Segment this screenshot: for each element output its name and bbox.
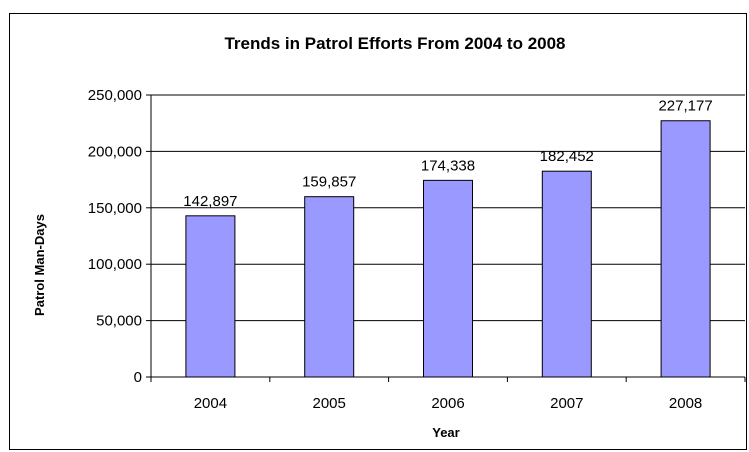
y-ticks: 0 50,000 100,000 150,000 200,000 250,000	[88, 87, 151, 386]
axes	[150, 95, 745, 378]
y-tick-label: 0	[134, 369, 142, 386]
bar-2007	[541, 170, 592, 378]
x-tick-label: 2006	[431, 395, 464, 412]
bar-2005	[304, 196, 355, 378]
bar-2008	[660, 120, 711, 378]
bars	[185, 120, 711, 378]
y-tick-label: 50,000	[96, 313, 142, 330]
bar-2004	[185, 215, 236, 378]
y-tick-label: 100,000	[88, 256, 142, 273]
x-axis-label: Year	[432, 425, 459, 440]
x-ticks: 2004 2005 2006 2007 2008	[150, 377, 746, 412]
data-label-2008: 227,177	[658, 98, 712, 115]
x-tick-label: 2007	[550, 395, 583, 412]
data-label-2007: 182,452	[540, 148, 594, 165]
data-label-2004: 142,897	[183, 193, 237, 210]
y-tick-label: 150,000	[88, 200, 142, 217]
y-tick-label: 250,000	[88, 87, 142, 104]
data-labels: 142,897 159,857 174,338 182,452 227,177	[183, 98, 712, 210]
data-label-2005: 159,857	[302, 174, 356, 191]
x-tick-label: 2005	[313, 395, 346, 412]
x-tick-label: 2004	[194, 395, 227, 412]
data-label-2006: 174,338	[421, 157, 475, 174]
chart-title: Trends in Patrol Efforts From 2004 to 20…	[224, 34, 565, 53]
bar-2006	[423, 179, 473, 378]
y-axis-label: Patrol Man-Days	[32, 214, 47, 316]
y-tick-label: 200,000	[88, 143, 142, 160]
x-tick-label: 2008	[669, 395, 702, 412]
